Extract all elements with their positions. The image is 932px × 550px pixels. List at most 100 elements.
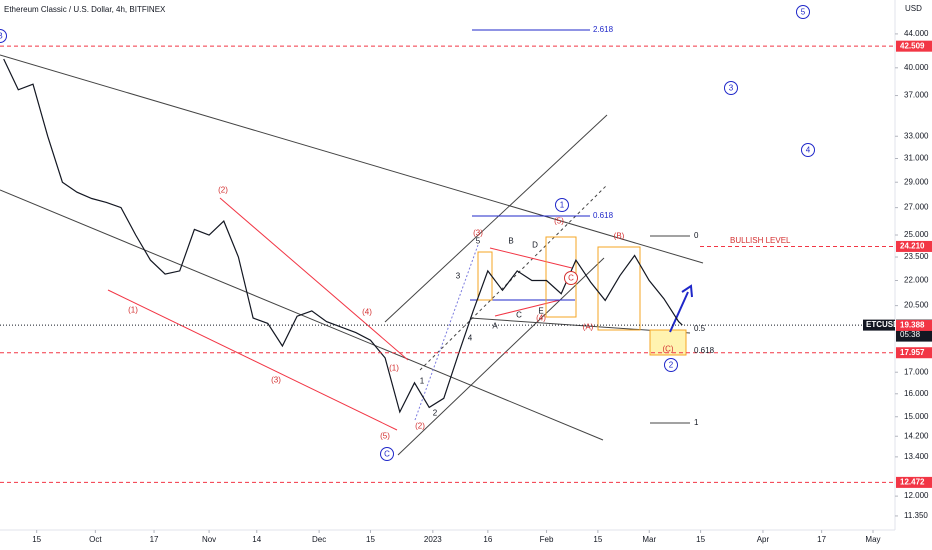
- x-tick-label: Apr: [757, 535, 770, 544]
- channel-line: [397, 257, 605, 456]
- wave-label: C: [384, 450, 390, 459]
- wave-label: (B): [614, 232, 625, 241]
- channel-line: [0, 54, 704, 264]
- y-tick-label: 23.500: [904, 252, 929, 261]
- y-tick-label: 44.000: [904, 29, 929, 38]
- price-tag: [896, 476, 932, 488]
- wave-label: (A): [583, 323, 594, 332]
- x-tick-label: 17: [150, 535, 159, 544]
- wave-label: (3): [271, 376, 281, 385]
- wave-label: 4: [806, 146, 811, 155]
- wave-label: 5: [801, 8, 806, 17]
- wave-label: (3): [473, 229, 483, 238]
- trend-line: [107, 289, 398, 431]
- x-tick-label: May: [865, 535, 880, 544]
- price-tag-label: 24.210: [900, 242, 925, 251]
- symbol-tag-bg: [863, 319, 895, 331]
- wave-circle: [564, 271, 578, 285]
- x-tick-label: Dec: [312, 535, 326, 544]
- wave-label: 3: [456, 272, 461, 281]
- y-tick-label: 29.000: [904, 177, 929, 186]
- y-tick-label: 25.000: [904, 230, 929, 239]
- wave-label: (2): [415, 422, 425, 431]
- y-tick-label: 22.000: [904, 276, 929, 285]
- wave-circle: [664, 358, 678, 372]
- price-tag-label: 42.509: [900, 41, 925, 50]
- fib-label: 1: [694, 418, 699, 427]
- bullish-label: BULLISH LEVEL: [730, 236, 791, 245]
- y-tick-label: 37.000: [904, 91, 929, 100]
- wave-label: A: [492, 322, 498, 331]
- axis-unit: USD: [905, 4, 922, 13]
- wave-label: (4): [536, 314, 546, 323]
- wave-label: 2: [433, 409, 438, 418]
- x-tick-label: 14: [252, 535, 261, 544]
- channel-line: [419, 184, 608, 371]
- price-line: [3, 58, 683, 414]
- y-tick-label: 20.500: [904, 301, 929, 310]
- y-tick-label: 27.000: [904, 203, 929, 212]
- wave-label: 1: [560, 201, 565, 210]
- fib-label: 0: [694, 231, 699, 240]
- wave-label: B: [508, 237, 513, 246]
- countdown: 05:38: [900, 330, 921, 339]
- x-tick-label: 15: [593, 535, 602, 544]
- wave-label: D: [532, 241, 538, 250]
- fib-label: 0.618: [593, 211, 614, 220]
- price-tag: [896, 319, 932, 331]
- x-tick-label: 15: [696, 535, 705, 544]
- price-tag: [896, 240, 932, 252]
- channel-line: [384, 114, 608, 323]
- y-tick-label: 40.000: [904, 63, 929, 72]
- x-tick-label: 17: [817, 535, 826, 544]
- wave-label: C: [568, 274, 574, 283]
- fib-label: 0.618: [694, 346, 715, 355]
- x-tick-label: Nov: [202, 535, 216, 544]
- wave-label: C: [516, 311, 522, 320]
- y-tick-label: 31.000: [904, 154, 929, 163]
- y-tick-label: 15.000: [904, 412, 929, 421]
- y-tick-label: 14.200: [904, 431, 929, 440]
- wave-label: B: [0, 32, 3, 41]
- price-tag: [896, 347, 932, 359]
- wave-label: 3: [729, 84, 734, 93]
- wave-circle: [380, 447, 394, 461]
- price-tag: [896, 40, 932, 52]
- wave-circle: [796, 5, 810, 19]
- wave-label: 5: [476, 237, 481, 246]
- wave-label: 1: [420, 377, 425, 386]
- arrow-head: [681, 284, 693, 298]
- x-tick-label: 2023: [424, 535, 442, 544]
- wave-circle: [724, 81, 738, 95]
- wave-label: (5): [380, 432, 390, 441]
- symbol-tag: ETCUSD: [866, 320, 899, 329]
- fib-label: 0.5: [694, 324, 706, 333]
- y-tick-label: 13.400: [904, 452, 929, 461]
- x-tick-label: Feb: [540, 535, 554, 544]
- wave-circle: [801, 143, 815, 157]
- drawings: [0, 29, 704, 456]
- y-tick-label: 11.350: [904, 511, 928, 520]
- price-tag-label: 17.957: [900, 348, 925, 357]
- x-tick-label: 16: [483, 535, 492, 544]
- target-zone: [649, 329, 687, 356]
- y-tick-label: 17.000: [904, 367, 929, 376]
- fib-label: 2.618: [593, 25, 614, 34]
- wave-label: (C): [662, 345, 673, 354]
- y-tick-label: 12.000: [904, 491, 929, 500]
- wave-label: E: [538, 307, 543, 316]
- trend-line: [489, 247, 573, 269]
- x-tick-label: 15: [366, 535, 375, 544]
- x-tick-label: Oct: [89, 535, 102, 544]
- y-tick-label: 33.000: [904, 131, 929, 140]
- wave-label: (4): [362, 308, 372, 317]
- time-box: [597, 246, 641, 331]
- wave-label: 2: [669, 361, 674, 370]
- wave-circle: [0, 29, 7, 43]
- x-tick-label: 15: [32, 535, 41, 544]
- chart-title: Ethereum Classic / U.S. Dollar, 4h, BITF…: [4, 5, 166, 14]
- wave-label: (1): [128, 306, 138, 315]
- x-tick-label: Mar: [642, 535, 656, 544]
